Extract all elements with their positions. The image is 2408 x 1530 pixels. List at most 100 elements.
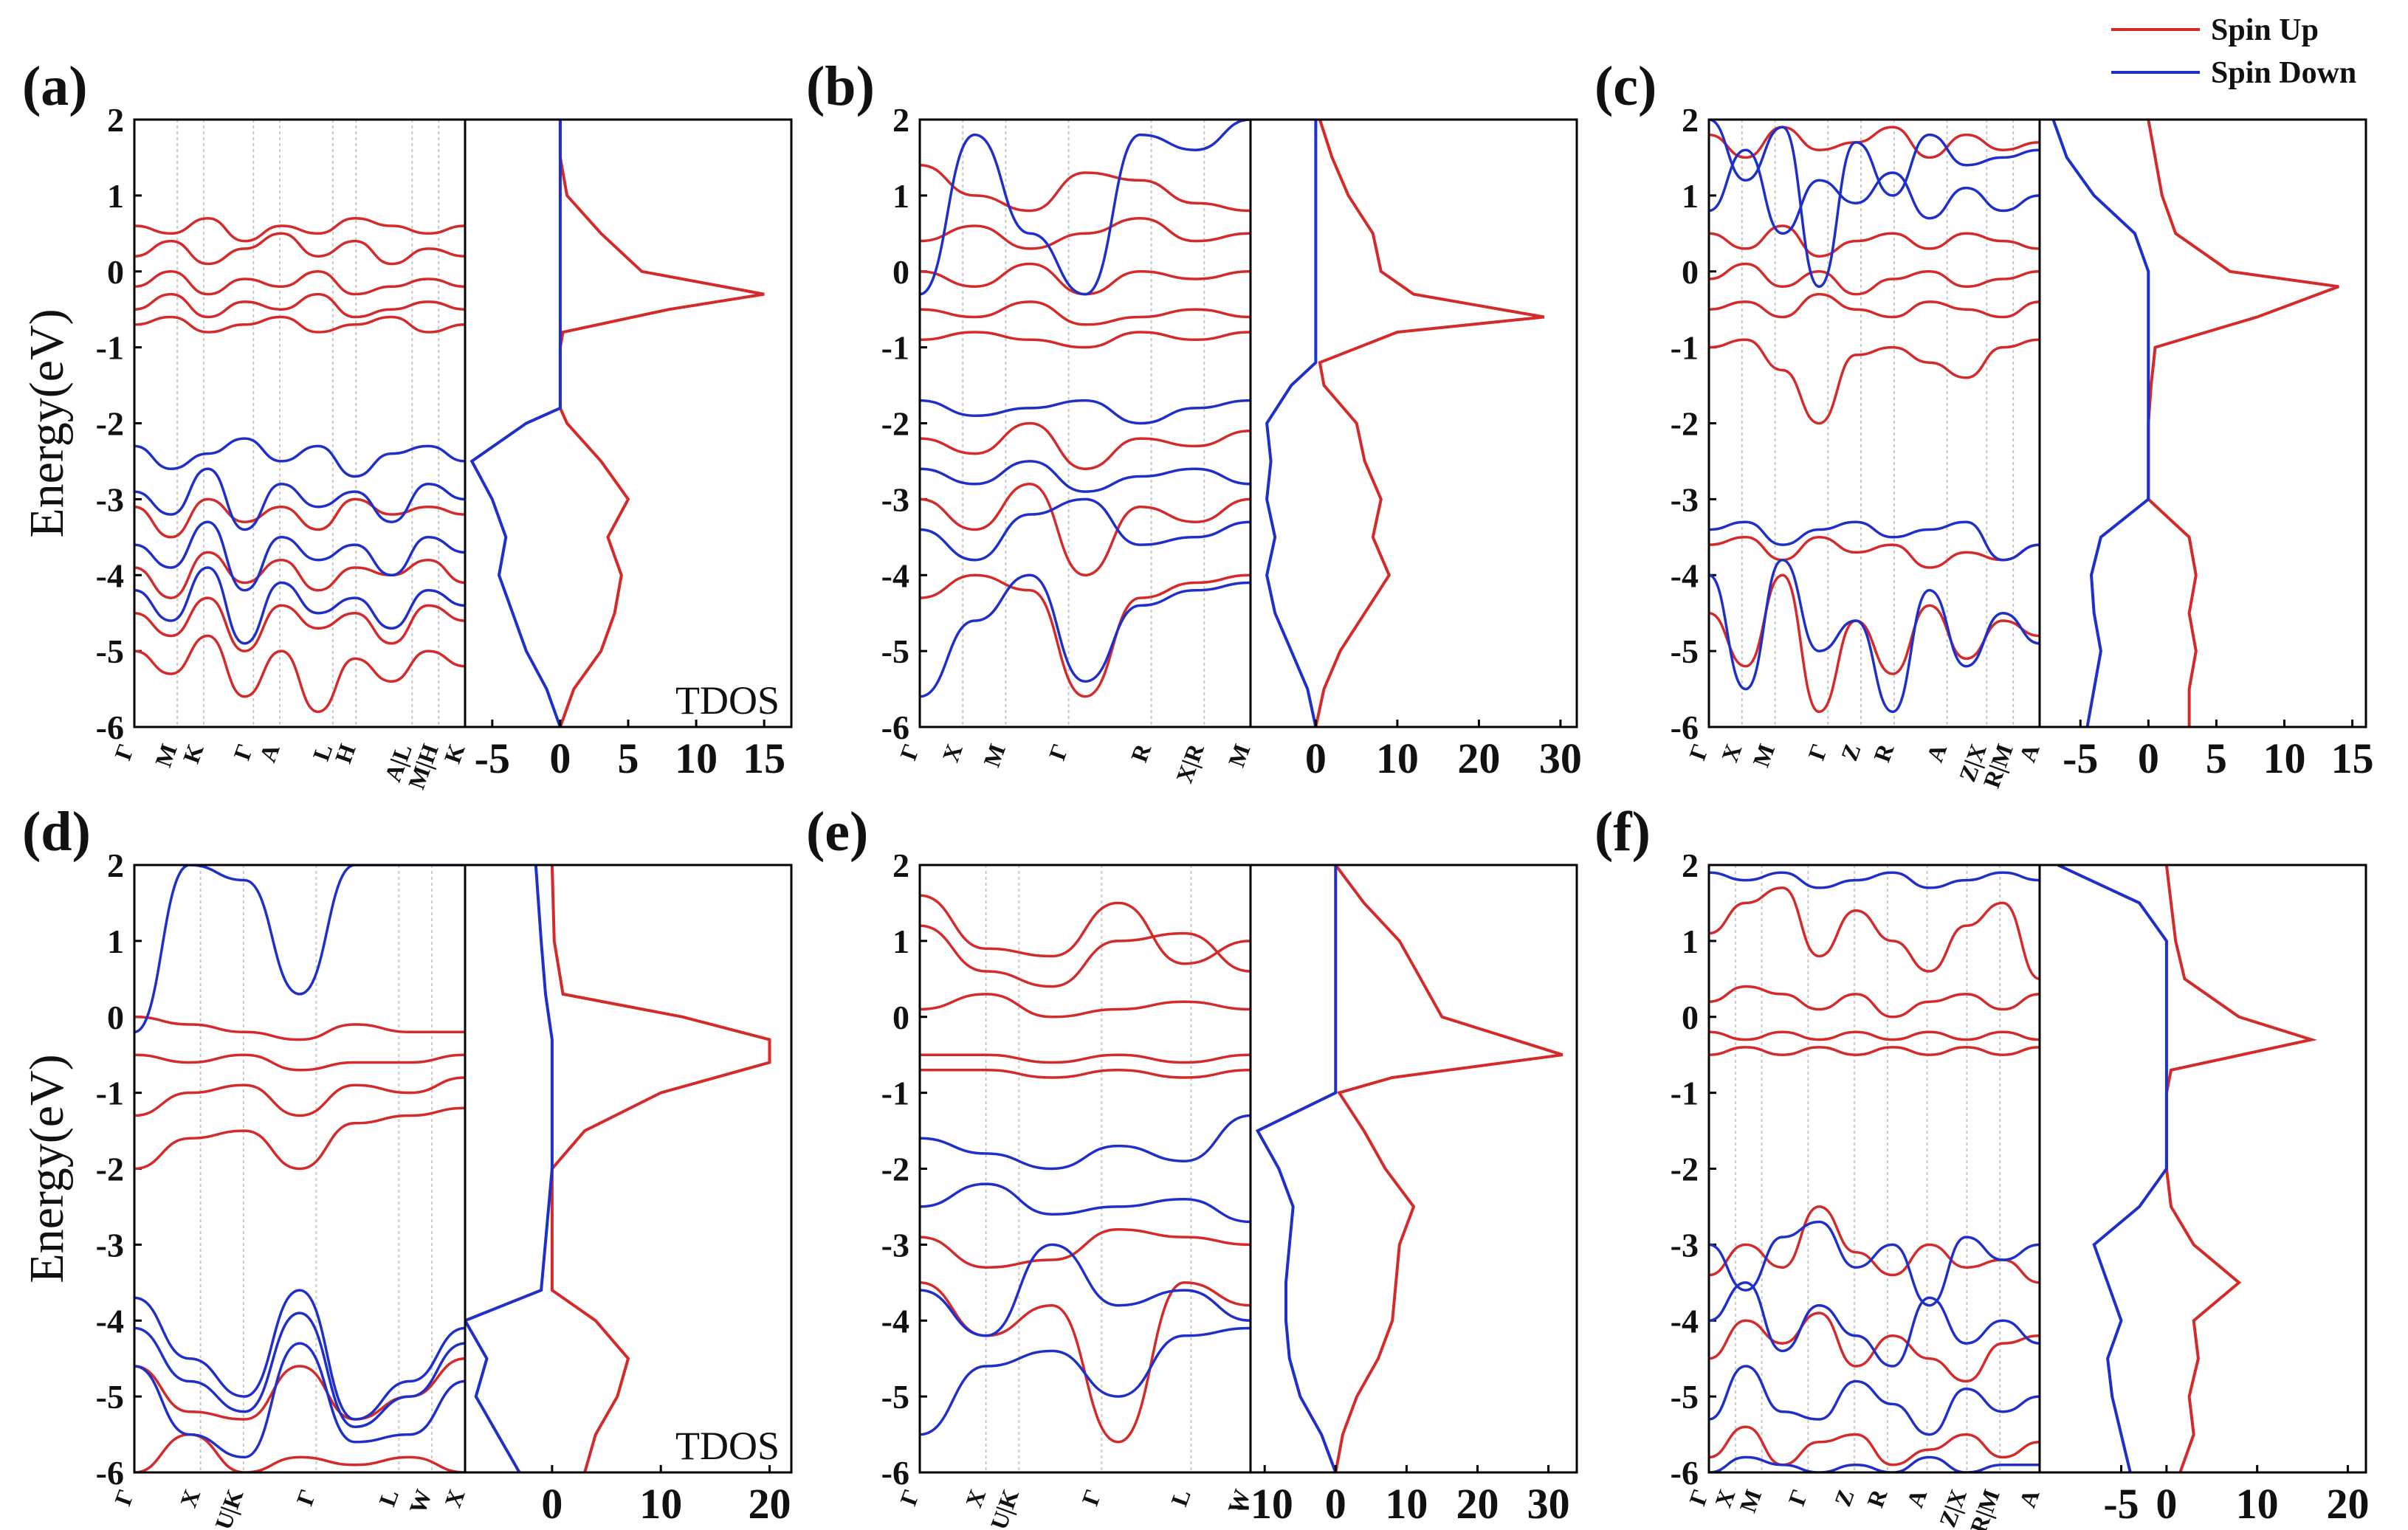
legend-spin-down-label: Spin Down — [2211, 56, 2356, 90]
dos-frame — [464, 118, 793, 728]
y-tick-label: -3 — [96, 1226, 124, 1264]
spin-up-band — [920, 1069, 1251, 1079]
y-tick-label: -5 — [881, 1378, 909, 1416]
y-tick-label: 1 — [892, 923, 909, 960]
dos-spin-down-curve — [1255, 865, 1338, 1472]
panel-label-e: (e) — [806, 801, 868, 863]
y-tick-label: -4 — [1671, 556, 1699, 594]
kpoint-label: X — [1716, 740, 1747, 765]
dos-spin-up-curve — [558, 120, 765, 727]
spin-up-band — [134, 1053, 465, 1072]
y-tick-label: -2 — [1671, 1151, 1699, 1188]
spin-up-band — [920, 573, 1251, 698]
dos-x-tick-label: 10 — [1376, 734, 1419, 782]
kpoint-label: A — [1921, 740, 1952, 765]
spin-up-band — [1709, 1312, 2040, 1383]
y-tick-label: -3 — [96, 480, 124, 518]
y-tick-label: -4 — [96, 556, 124, 594]
spin-down-band — [134, 865, 465, 1034]
spin-down-band — [134, 467, 465, 531]
spin-up-band — [1709, 536, 2040, 569]
y-tick-label: -6 — [96, 709, 124, 746]
kpoint-label: Γ — [291, 1486, 321, 1509]
y-tick-label: -2 — [96, 1151, 124, 1188]
kpoint-label: Γ — [895, 1486, 925, 1509]
kpoint-label: H — [329, 740, 360, 767]
kpoint-label: W — [404, 1486, 437, 1517]
dos-x-tick-label: 20 — [749, 1480, 791, 1528]
y-tick-label: 0 — [107, 999, 124, 1036]
kpoint-label: Z — [1829, 1486, 1860, 1509]
kpoint-label: A — [2014, 1486, 2045, 1511]
y-tick-label: -3 — [881, 480, 909, 518]
y-tick-label: 0 — [1682, 999, 1699, 1036]
kpoint-label: X — [439, 1486, 470, 1511]
y-tick-label: -3 — [1671, 480, 1699, 518]
dos-spin-down-curve — [1265, 120, 1318, 727]
panel-label-b: (b) — [806, 55, 875, 117]
y-tick-label: -5 — [96, 1378, 124, 1416]
dos-spin-down-curve — [2051, 120, 2150, 727]
y-tick-label: 1 — [107, 177, 124, 215]
dos-spin-up-curve — [2147, 120, 2339, 727]
spin-up-band — [134, 1357, 465, 1421]
dos-x-tick-label: 0 — [1325, 1480, 1346, 1528]
y-tick-label: -1 — [1671, 1075, 1699, 1112]
spin-up-band — [1709, 292, 2040, 319]
kpoint-label: X|R — [1171, 740, 1209, 786]
legend-spin-up-label: Spin Up — [2211, 13, 2319, 47]
spin-up-band — [134, 232, 465, 266]
band-structure-b — [920, 120, 1251, 698]
y-tick-label: 2 — [892, 101, 909, 139]
spin-down-band — [134, 566, 465, 645]
spin-down-band — [920, 573, 1251, 698]
dos-x-tick-label: 15 — [743, 734, 785, 782]
kpoint-label: Γ — [109, 740, 140, 763]
spin-up-band — [1709, 1046, 2040, 1056]
band-frame — [1707, 864, 2041, 1474]
dos-spin-down-curve — [465, 865, 554, 1472]
y-tick-label: 2 — [107, 847, 124, 884]
spin-up-band — [1709, 1425, 2040, 1467]
legend: Spin Up Spin Down — [2111, 13, 2356, 90]
spin-up-band — [1709, 262, 2040, 296]
spin-up-band — [920, 262, 1251, 296]
kpoint-label: Γ — [1076, 1486, 1107, 1509]
spin-up-band — [1709, 224, 2040, 258]
spin-down-band — [1709, 871, 2040, 889]
spin-up-band — [134, 292, 465, 319]
spin-up-band — [920, 331, 1251, 349]
kpoint-label: Z — [1836, 740, 1866, 764]
dos-x-tick-label: 0 — [2138, 734, 2159, 782]
spin-down-band — [134, 437, 465, 478]
y-tick-label: 1 — [892, 177, 909, 215]
band-structure-c — [1709, 120, 2040, 714]
dos-annotation: TDOS — [675, 678, 780, 723]
y-tick-label: -4 — [881, 556, 909, 594]
kpoint-label: A — [254, 740, 285, 765]
panel-label-a: (a) — [22, 55, 88, 117]
y-tick-label: -4 — [1671, 1302, 1699, 1340]
kpoint-label: U|K — [210, 1486, 249, 1530]
y-tick-label: 1 — [1682, 177, 1699, 215]
y-tick-label: -6 — [881, 709, 909, 746]
dos-frame — [2038, 118, 2367, 728]
kpoint-label: R — [1868, 740, 1899, 765]
spin-down-band — [1709, 1220, 2040, 1307]
dos-x-tick-label: 30 — [1527, 1480, 1570, 1528]
kpoint-label: M — [1222, 740, 1255, 771]
spin-down-band — [920, 497, 1251, 562]
spin-up-band — [920, 993, 1251, 1019]
spin-up-band — [920, 1228, 1251, 1269]
y-tick-label: -1 — [881, 1075, 909, 1112]
spin-up-band — [1709, 1030, 2040, 1041]
spin-up-band — [134, 270, 465, 296]
dos-x-tick-label: 20 — [1456, 1480, 1499, 1528]
spin-up-band — [1709, 573, 2040, 714]
dos-x-tick-label: 15 — [2331, 734, 2374, 782]
spin-down-band — [920, 1114, 1251, 1171]
y-tick-label: -1 — [1671, 329, 1699, 367]
